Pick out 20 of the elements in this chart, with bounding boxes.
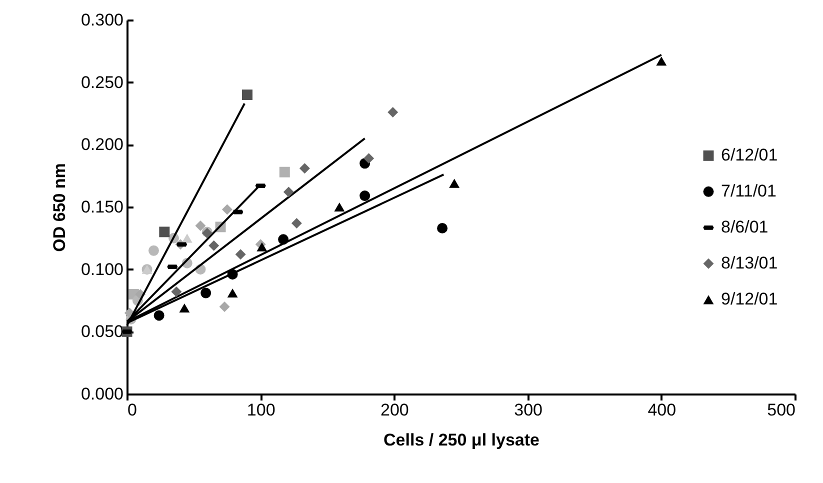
y-tick-label: 0.250 [80,72,124,92]
y-axis-title: OD 650 nm [50,163,69,252]
legend-label: 8/13/01 [721,254,778,273]
legend-label: 7/11/01 [721,182,776,201]
legend-label: 6/12/01 [721,146,778,165]
y-tick-label: 0.150 [80,198,124,216]
x-axis-title: Cells / 250 μl lysate [384,430,540,450]
legend-label: 8/6/01 [721,218,768,237]
x-tick-label: 300 [514,400,542,420]
x-tick-label: 0 [128,400,137,420]
y-tick-label: 0.300 [80,10,124,30]
y-tick-label: 0.200 [80,135,124,154]
y-tick-label: 0.100 [80,260,124,279]
x-tick-label: 100 [246,400,276,420]
x-tick-label: 400 [648,400,676,420]
x-tick-label: 200 [380,400,409,420]
y-tick-label: 0.000 [80,384,124,404]
y-tick-label: 0.050 [80,322,124,342]
x-tick-label: 500 [767,400,796,420]
legend-label: 9/12/01 [721,290,778,309]
